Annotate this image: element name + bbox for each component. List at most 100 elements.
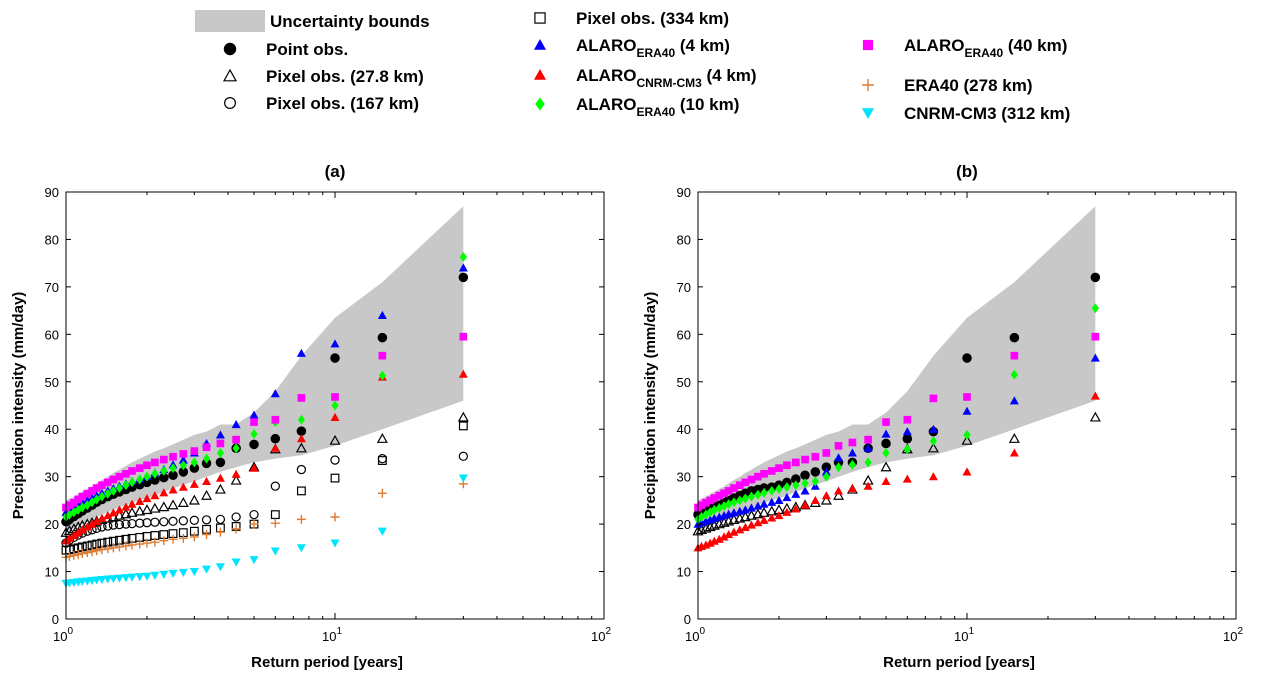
chart-b-point-point_obs-29: [1090, 272, 1101, 283]
chart-a-point-alaro_era40_4-23: [231, 419, 241, 429]
chart-a-point-alaro_era40_10-16: [151, 468, 159, 479]
chart-a-point-pixel_27-18: [167, 499, 179, 510]
chart-a-point-pixel_167-27: [330, 455, 340, 465]
legend-label-pixel_167: Pixel obs. (167 km): [266, 94, 419, 113]
chart-a-point-alaro_era40_40-27: [331, 393, 339, 401]
chart-b-point-alaro_era40_40-29: [1091, 332, 1100, 341]
chart-a-point-alaro_era40_40-25: [271, 415, 280, 424]
chart-b-point-alaro_cnrm_4-10: [740, 522, 750, 532]
legend-marker-point_obs: [223, 42, 237, 56]
legend-marker-pixel_334: [534, 12, 546, 24]
legend-marker-pixel_27: [222, 68, 238, 82]
chart-b-point-alaro_era40_40-1: [697, 501, 706, 509]
chart-a-point-era40_278-19: [178, 533, 188, 543]
legend-label-pixel_27: Pixel obs. (27.8 km): [266, 67, 424, 86]
chart-b-point-alaro_cnrm_4-25: [902, 474, 912, 483]
chart-a-point-alaro_era40_10-10: [109, 485, 117, 496]
chart-a-point-alaro_era40_40-2: [70, 498, 78, 507]
chart-a-point-alaro_cnrm_4-12: [121, 502, 131, 511]
chart-a-point-pixel_167-19: [178, 516, 188, 526]
chart-b-point-alaro_era40_4-14: [767, 497, 777, 506]
chart-a-xtick-label: 100: [53, 626, 73, 644]
chart-a-point-pixel_27-14: [134, 505, 146, 516]
chart-b-xtick-label: 100: [685, 626, 705, 644]
chart-a-point-cnrm_312-12: [121, 574, 131, 583]
chart-a-point-pixel_27-21: [201, 489, 213, 500]
chart-a-point-pixel_27-29: [457, 411, 469, 422]
chart-b-ytick-label: 90: [677, 185, 691, 200]
chart-a-point-cnrm_312-23: [231, 558, 241, 567]
chart-a-point-alaro_era40_40-6: [88, 487, 96, 495]
chart-a-point-alaro_era40_10-22: [216, 447, 225, 458]
chart-a-point-era40_278-14: [135, 539, 145, 549]
chart-a-point-cnrm_312-29: [458, 474, 468, 483]
chart-a-point-alaro_era40_40-24: [250, 418, 258, 426]
chart-a-point-alaro_cnrm_4-25: [270, 443, 280, 452]
chart-a-point-pixel_27-22: [214, 483, 226, 494]
legend-label-alaro_era40_4: ALAROERA40 (4 km): [576, 36, 730, 60]
chart-b-point-point_obs-24: [881, 438, 891, 449]
chart-a-point-point_obs-25: [270, 433, 281, 444]
chart-a-point-alaro_cnrm_4-7: [92, 516, 102, 525]
chart-b-point-alaro_era40_40-4: [710, 494, 719, 502]
chart-a-point-alaro_era40_10-13: [128, 477, 136, 488]
chart-b-point-alaro_era40_40-21: [834, 442, 843, 450]
chart-a-point-alaro_cnrm_4-3: [73, 528, 83, 537]
chart-a-point-era40_278-18: [168, 534, 178, 544]
chart-a-point-pixel_167-13: [127, 518, 137, 529]
chart-a-point-cnrm_312-18: [168, 569, 178, 578]
chart-a-point-alaro_era40_40-5: [83, 489, 92, 498]
chart-b-point-alaro_era40_40-19: [811, 452, 820, 461]
legend-entry-point_obs: Point obs.: [223, 40, 348, 59]
chart-b-point-alaro_cnrm_4-16: [782, 507, 792, 516]
chart-a-point-era40_278-7: [92, 546, 102, 556]
chart-b-point-alaro_era40_40-9: [735, 481, 744, 490]
chart-a-series-alaro_era40_40: [62, 332, 468, 512]
chart-a-point-alaro_cnrm_4-20: [189, 479, 199, 488]
chart-a-point-alaro_era40_10-23: [232, 443, 240, 454]
chart-a-xtick-label: 102: [591, 626, 611, 644]
chart-a-point-alaro_era40_10-2: [70, 507, 78, 518]
chart-a-point-alaro_cnrm_4-26: [296, 434, 306, 443]
legend-entry-pixel_167: Pixel obs. (167 km): [224, 94, 419, 113]
chart-a-point-point_obs-26: [296, 426, 307, 436]
chart-a-point-pixel_167-24: [249, 509, 259, 520]
chart-b-point-alaro_era40_4-16: [782, 493, 792, 502]
chart-a-point-pixel_27-28: [376, 432, 388, 443]
chart-b-point-alaro_cnrm_4-15: [774, 511, 784, 520]
chart-a-point-pixel_334-26: [296, 486, 306, 496]
chart-a-ytick-label: 60: [45, 327, 59, 342]
chart-a-svg: 0 10 20 30 40 50 60 70 80 90 100 101 102 (a) Return pe…: [10, 162, 611, 671]
chart-b-point-alaro_era40_4-25: [902, 427, 912, 436]
chart-a-point-alaro_era40_10-21: [202, 453, 211, 464]
chart-b-point-alaro_era40_10-27: [963, 429, 971, 440]
chart-a-point-alaro_era40_10-20: [190, 457, 198, 468]
chart-a-point-alaro_era40_40-15: [143, 461, 151, 470]
chart-a-point-pixel_27-27: [329, 434, 341, 445]
chart-b-point-alaro_era40_10-6: [720, 501, 728, 512]
chart-a-point-pixel_167-12: [121, 519, 131, 529]
chart-a-point-cnrm_312-11: [114, 574, 124, 583]
chart-a-point-cnrm_312-15: [142, 572, 152, 581]
chart-b-point-alaro_era40_4-29: [1090, 353, 1100, 362]
chart-b-point-pixel_27-29: [1089, 411, 1101, 422]
chart-a-point-alaro_cnrm_4-29: [458, 369, 468, 378]
chart-a-point-alaro_era40_40-9: [103, 478, 112, 487]
legend-entry-pixel_27: Pixel obs. (27.8 km): [222, 67, 424, 86]
chart-b-xtick-label: 101: [954, 626, 974, 644]
chart-b-point-alaro_cnrm_4-13: [759, 515, 769, 524]
chart-a-point-alaro_era40_4-27: [330, 339, 340, 348]
chart-a-point-alaro_era40_40-21: [202, 443, 211, 452]
chart-a-point-pixel_167-29: [458, 451, 468, 461]
chart-b-point-alaro_era40_10-9: [736, 495, 744, 506]
chart-a-point-era40_278-21: [202, 530, 212, 540]
chart-b-svg: 0 10 20 30 40 50 60 70 80 90 100 101 102 (b) Return pe…: [642, 162, 1243, 671]
chart-b-point-alaro_era40_10-7: [725, 499, 733, 510]
chart-b-point-alaro_era40_4-27: [962, 406, 972, 415]
chart-a-point-cnrm_312-24: [249, 556, 259, 565]
chart-b-ytick-label: 10: [677, 565, 691, 580]
chart-a-point-era40_278-11: [114, 542, 124, 552]
chart-b-title: (b): [956, 162, 978, 181]
chart-a-point-cnrm_312-13: [127, 573, 137, 582]
chart-a-point-cnrm_312-22: [215, 563, 225, 572]
